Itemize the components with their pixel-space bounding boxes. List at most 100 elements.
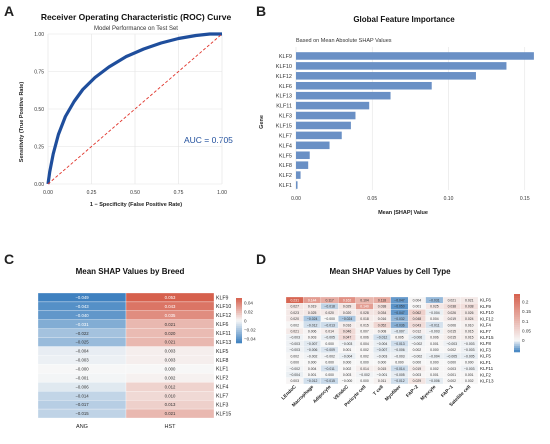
celltype-column-label: Myofiber [384,384,402,402]
celltype-cell-label: 0.002 [290,323,299,327]
celltype-cell-label: 0.014 [360,367,369,371]
breed-row-label: KLF4 [216,385,229,391]
fi-gene-label: KLF1 [279,183,292,189]
celltype-colorbar-segment [514,345,520,349]
celltype-cell-label: 0.002 [360,348,369,352]
breed-row-label: KLF15 [216,411,231,417]
breed-column-label: ANG [76,424,88,430]
breed-cell-label: 0.002 [165,375,176,380]
celltype-cell-label: −0.003 [394,354,405,358]
celltype-cell-label: 0.000 [360,361,369,365]
celltype-cell-label: 0.018 [360,317,369,321]
celltype-cell-label: 0.015 [378,367,387,371]
celltype-cell-label: −0.004 [342,354,353,358]
celltype-cell-label: 0.000 [430,348,439,352]
celltype-cell-label: −0.012 [377,336,388,340]
roc-y-tick-label: 0.25 [34,145,44,151]
celltype-cell-label: 0.016 [378,317,387,321]
celltype-cell-label: 0.000 [325,361,334,365]
celltype-cell-label: −0.003 [447,342,458,346]
roc-title: Receiver Operating Characteristic (ROC) … [41,12,232,22]
fi-bar [296,161,309,169]
fi-bar [296,62,507,70]
breed-colorbar-tick: 0.02 [244,309,253,314]
roc-subtitle: Model Performance on Test Set [94,26,178,32]
breed-colorbar-tick: 0 [244,318,247,323]
breed-colorbar-segment [236,318,242,321]
fi-gene-label: KLF8 [279,163,292,169]
celltype-cell-label: −0.003 [429,329,440,333]
celltype-cell-label: 0.026 [465,311,474,315]
roc-x-tick-label: 0.50 [130,190,140,196]
celltype-cell-label: 0.001 [430,342,439,346]
celltype-cell-label: 0.001 [413,305,422,309]
celltype-row-label: KLF6 [480,298,491,303]
celltype-cell-label: 0.231 [290,298,299,302]
celltype-colorbar-segment [514,343,520,347]
celltype-cell-label: 0.005 [395,336,404,340]
celltype-cell-label: 0.162 [343,298,352,302]
breed-cell-label: −0.017 [75,402,89,407]
breed-heatmap-panel: Mean SHAP Values by Breed −0.049 0.053 KLF… [37,267,256,430]
breed-title: Mean SHAP Values by Breed [76,267,185,276]
celltype-row-label: KLF7 [480,329,491,334]
fi-subtitle: Based on Mean Absolute SHAP Values [296,38,392,44]
breed-colorbar-tick: −0.02 [244,327,256,332]
celltype-cell-label: 0.015 [448,329,457,333]
celltype-row-label: KLF5 [480,354,491,359]
celltype-cell-label: 0.002 [290,354,299,358]
celltype-cell-label: 0.002 [413,348,422,352]
fi-gene-label: KLF9 [279,54,292,60]
celltype-cell-label: 0.118 [378,298,386,302]
roc-x-tick-label: 0.75 [174,190,184,196]
celltype-colorbar-segment [514,329,520,332]
celltype-colorbar-tick: 0.05 [522,329,531,334]
celltype-cell-label: −0.003 [464,348,475,352]
fi-gene-label: KLF3 [279,114,292,120]
fi-x-tick-label: 0.05 [367,196,377,202]
breed-colorbar-segment [236,333,242,336]
celltype-colorbar-segment [514,302,520,305]
breed-colorbar-segment [236,326,242,329]
celltype-cell-label: −0.018 [324,305,335,309]
fi-gene-label: KLF2 [279,173,292,179]
celltype-cell-label: −0.003 [289,348,300,352]
fi-bar [296,131,342,140]
panel-label-a: A [4,3,14,19]
celltype-colorbar-segment [514,341,520,345]
breed-colorbar-segment [236,299,242,303]
celltype-cell-label: 0.144 [308,298,317,302]
celltype-cell-label: −0.006 [394,348,405,352]
celltype-cell-label: 0.000 [378,361,387,365]
fi-ylabel: Gene [259,115,265,129]
celltype-cell-label: 0.001 [343,348,352,352]
celltype-cell-label: 0.000 [325,342,334,346]
celltype-cell-label: −0.006 [429,379,440,383]
celltype-cell-label: 0.003 [448,367,457,371]
celltype-colorbar-segment [514,318,520,322]
celltype-cell-label: −0.015 [324,379,335,383]
celltype-colorbar-segment [514,327,520,330]
celltype-cell-label: 0.006 [308,329,317,333]
celltype-cell-label: −0.007 [394,329,405,333]
celltype-cell-label: 0.026 [448,311,457,315]
breed-cell-label: 0.013 [165,402,176,407]
celltype-cell-label: −0.003 [289,342,300,346]
celltype-colorbar-segment [514,308,520,311]
celltype-cell-label: 0.117 [326,298,334,302]
celltype-cell-label: 0.014 [325,329,334,333]
celltype-cell-label: 0.052 [378,323,387,327]
celltype-cell-label: 0.003 [308,336,317,340]
celltype-cell-label: 0.003 [343,373,352,377]
celltype-cell-label: 0.000 [343,361,352,365]
celltype-colorbar-segment [514,337,520,340]
breed-cell-label: 0.003 [165,358,176,363]
celltype-row-label: KLF4 [480,323,491,328]
celltype-colorbar-tick: 0.15 [522,309,531,314]
fi-bar [296,52,534,60]
roc-y-tick-label: 0.50 [34,107,44,113]
panel-label-d: D [256,251,266,267]
celltype-cell-label: 0.000 [448,361,457,365]
celltype-cell-label: 0.000 [290,361,299,365]
celltype-cell-label: 0.004 [360,342,369,346]
